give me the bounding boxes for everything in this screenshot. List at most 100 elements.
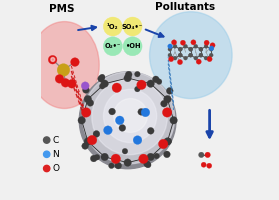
Circle shape: [199, 152, 204, 158]
Circle shape: [209, 53, 213, 57]
Circle shape: [158, 139, 168, 149]
Circle shape: [101, 153, 109, 161]
Circle shape: [168, 44, 172, 49]
Ellipse shape: [30, 22, 99, 108]
Circle shape: [184, 44, 187, 48]
Circle shape: [83, 72, 175, 164]
Circle shape: [90, 155, 97, 162]
Circle shape: [101, 80, 109, 87]
Text: N: N: [53, 150, 59, 159]
Circle shape: [164, 95, 171, 103]
Text: PMS: PMS: [49, 4, 74, 14]
Circle shape: [164, 138, 171, 145]
Circle shape: [145, 162, 151, 168]
Circle shape: [178, 47, 182, 51]
Circle shape: [196, 59, 201, 64]
Circle shape: [178, 47, 182, 51]
Circle shape: [81, 108, 91, 117]
Circle shape: [152, 76, 159, 83]
Circle shape: [154, 153, 159, 159]
Text: •OH: •OH: [125, 43, 140, 49]
Circle shape: [44, 137, 50, 143]
Circle shape: [98, 75, 104, 82]
Circle shape: [61, 78, 70, 87]
Circle shape: [207, 163, 212, 168]
Circle shape: [189, 53, 193, 57]
Circle shape: [199, 47, 203, 51]
Text: O: O: [53, 164, 60, 173]
Circle shape: [209, 47, 213, 51]
Circle shape: [82, 143, 88, 149]
Circle shape: [116, 116, 124, 125]
Circle shape: [115, 162, 122, 169]
Circle shape: [92, 79, 167, 155]
Circle shape: [103, 17, 122, 36]
Circle shape: [199, 53, 203, 57]
Circle shape: [123, 17, 142, 36]
Circle shape: [184, 56, 187, 60]
Circle shape: [99, 83, 105, 89]
Circle shape: [93, 131, 100, 137]
Circle shape: [138, 108, 145, 115]
Circle shape: [194, 56, 198, 60]
Circle shape: [178, 53, 182, 57]
Circle shape: [201, 162, 206, 167]
Circle shape: [111, 154, 121, 164]
Circle shape: [166, 87, 173, 94]
Circle shape: [44, 151, 50, 157]
Circle shape: [125, 71, 132, 78]
Circle shape: [204, 44, 208, 48]
Circle shape: [124, 159, 131, 166]
Circle shape: [104, 89, 157, 143]
Circle shape: [71, 58, 79, 66]
Circle shape: [156, 79, 162, 84]
Circle shape: [87, 100, 94, 106]
Circle shape: [87, 135, 97, 145]
Circle shape: [78, 117, 85, 124]
Circle shape: [204, 40, 209, 45]
Circle shape: [139, 154, 148, 164]
Circle shape: [177, 60, 182, 65]
Circle shape: [173, 44, 177, 48]
Circle shape: [51, 58, 55, 61]
Circle shape: [189, 53, 193, 57]
Circle shape: [199, 47, 203, 51]
Circle shape: [205, 152, 210, 158]
Circle shape: [134, 71, 140, 77]
Circle shape: [163, 151, 170, 158]
Circle shape: [147, 153, 154, 161]
Circle shape: [189, 47, 193, 51]
Circle shape: [44, 165, 50, 172]
Text: C: C: [53, 136, 59, 145]
Circle shape: [181, 40, 186, 45]
Circle shape: [170, 117, 177, 124]
Text: O₂•⁻: O₂•⁻: [105, 43, 121, 49]
Circle shape: [207, 57, 212, 62]
Circle shape: [147, 127, 154, 134]
Circle shape: [194, 44, 198, 48]
Circle shape: [109, 163, 114, 169]
Circle shape: [109, 108, 116, 115]
Circle shape: [55, 75, 64, 83]
Circle shape: [165, 138, 172, 145]
Circle shape: [199, 53, 203, 57]
Circle shape: [124, 74, 131, 82]
Circle shape: [147, 80, 154, 87]
Circle shape: [123, 37, 142, 56]
Circle shape: [144, 161, 150, 167]
Circle shape: [169, 57, 174, 62]
Circle shape: [81, 82, 89, 90]
Circle shape: [104, 126, 112, 135]
Circle shape: [173, 56, 177, 60]
Circle shape: [68, 79, 76, 88]
Circle shape: [84, 138, 92, 145]
Circle shape: [210, 43, 215, 48]
Circle shape: [133, 136, 142, 144]
Ellipse shape: [150, 12, 232, 99]
Circle shape: [189, 47, 193, 51]
Circle shape: [94, 154, 100, 160]
Circle shape: [114, 99, 148, 132]
Circle shape: [168, 47, 172, 51]
Circle shape: [161, 100, 167, 107]
Circle shape: [168, 53, 172, 57]
